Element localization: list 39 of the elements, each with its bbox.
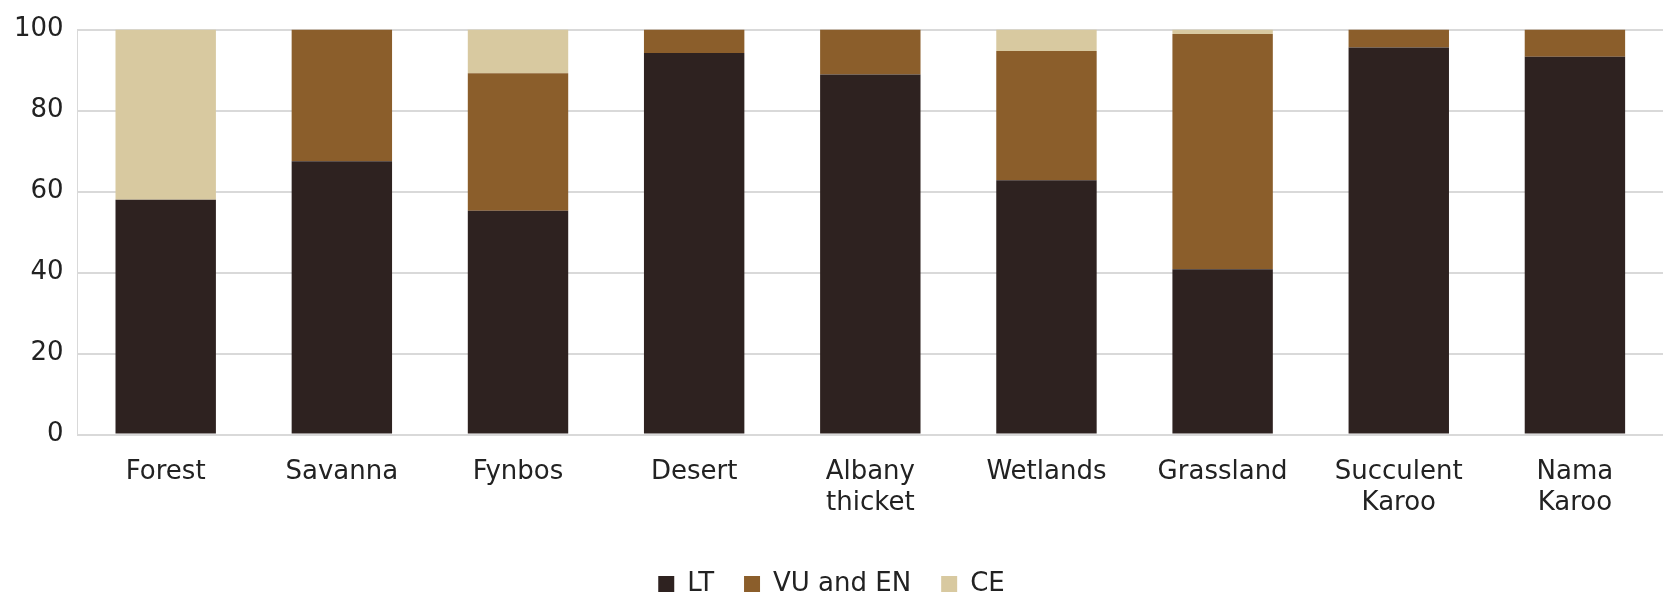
y-tick-label: 20 <box>30 336 64 367</box>
bar <box>1348 29 1449 48</box>
bar <box>467 73 569 211</box>
x-tick-label: Grassland <box>1157 454 1288 485</box>
bar <box>115 199 216 434</box>
y-tick-label: 60 <box>30 174 64 205</box>
x-tick-label: Fynbos <box>472 454 564 485</box>
bar <box>1348 47 1449 434</box>
legend-label: LT <box>687 566 715 597</box>
bar <box>467 210 569 434</box>
bar <box>643 29 745 54</box>
bar <box>1172 29 1273 35</box>
bar <box>291 161 393 434</box>
y-tick-label: 40 <box>30 255 64 286</box>
bar <box>115 29 216 200</box>
bar <box>820 29 921 75</box>
x-tick-label: Forest <box>125 454 206 485</box>
bar <box>643 53 745 434</box>
x-tick-label: Savanna <box>285 454 399 485</box>
bar <box>1524 29 1626 57</box>
legend-label: VU and EN <box>773 566 912 597</box>
bar <box>467 29 569 74</box>
y-tick-label: 0 <box>47 417 64 448</box>
bar <box>1524 56 1626 434</box>
x-tick-label: Albany thicket <box>825 454 915 517</box>
x-tick-label: Wetlands <box>986 454 1107 485</box>
bar <box>996 180 1097 434</box>
x-tick-label: Nama Karoo <box>1536 454 1614 517</box>
legend-label: CE <box>970 566 1005 597</box>
bar <box>996 51 1097 181</box>
bar <box>1172 34 1273 270</box>
bar <box>820 74 921 434</box>
bar <box>291 29 393 162</box>
x-tick-label: Desert <box>650 454 738 485</box>
x-tick-label: Succulent Karoo <box>1334 454 1463 517</box>
bar <box>996 29 1097 52</box>
bar <box>1172 269 1273 434</box>
y-tick-label: 100 <box>13 12 64 43</box>
y-tick-label: 80 <box>30 93 64 124</box>
